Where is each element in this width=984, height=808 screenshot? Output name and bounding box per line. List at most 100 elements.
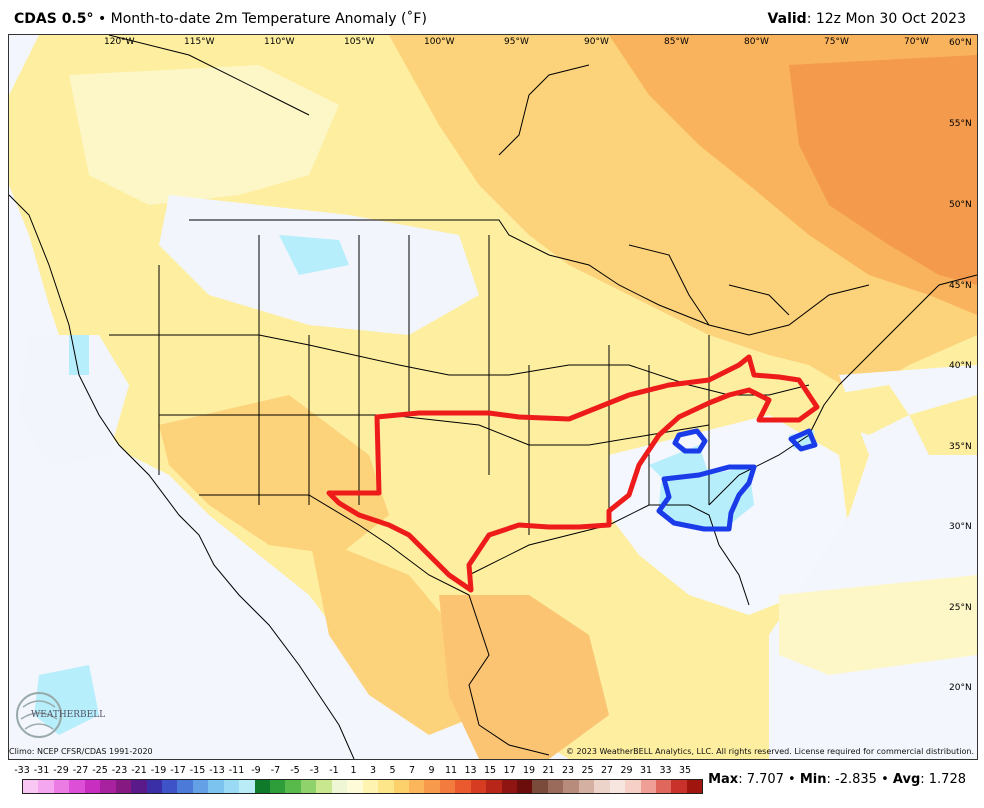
scale-label: -29 [53, 765, 69, 776]
warm-region-outline [326, 354, 820, 593]
scale-swatch [532, 780, 548, 793]
scale-swatch [131, 780, 147, 793]
lat-label: 50°N [949, 200, 972, 210]
map-title: CDAS 0.5° • Month-to-date 2m Temperature… [14, 11, 427, 27]
scale-swatch [161, 780, 178, 793]
scale-swatch [578, 780, 595, 793]
scale-label: -1 [329, 765, 339, 776]
field-stats: Max: 7.707 • Min: -2.835 • Avg: 1.728 [708, 772, 966, 787]
lon-label: 85°W [664, 37, 689, 47]
valid-time: Valid: 12z Mon 30 Oct 2023 [768, 11, 966, 27]
max-label: Max [708, 772, 739, 787]
scale-swatch [393, 780, 409, 793]
scale-swatch [192, 780, 209, 793]
scale-swatch [23, 780, 39, 793]
scale-label: -21 [131, 765, 147, 776]
longitude-labels: 120°W 115°W 110°W 105°W 100°W 95°W 90°W … [104, 37, 929, 47]
scale-label: 1 [350, 765, 357, 776]
avg-value: : 1.728 [920, 772, 966, 787]
logo-text: WEATHERBELL [31, 710, 105, 720]
scale-label: -31 [33, 765, 50, 776]
scale-label: 31 [639, 765, 653, 776]
scale-swatch [470, 780, 487, 793]
scale-swatch [378, 780, 394, 793]
cool-region-outline-1 [672, 428, 708, 454]
scale-swatch [146, 780, 162, 793]
scale-swatch [177, 780, 193, 793]
scale-swatch [455, 780, 471, 793]
scale-swatch [53, 780, 70, 793]
scale-label: -15 [189, 765, 206, 776]
scale-swatch [300, 780, 317, 793]
scale-label: -27 [72, 765, 89, 776]
scale-label: 13 [464, 765, 477, 776]
scale-label: 17 [503, 765, 516, 776]
lat-label: 55°N [949, 119, 972, 129]
lon-label: 110°W [264, 37, 295, 47]
scale-label: 25 [581, 765, 594, 776]
scale-swatch [439, 780, 456, 793]
latitude-labels: 60°N 55°N 50°N 45°N 40°N 35°N 30°N 25°N … [949, 38, 972, 693]
scale-label: 33 [659, 765, 672, 776]
scale-swatch [362, 780, 379, 793]
scale-label: -13 [209, 765, 225, 776]
valid-label: Valid [767, 11, 807, 27]
scale-swatch [609, 780, 626, 793]
scale-swatch [517, 780, 533, 793]
lat-label: 20°N [949, 683, 972, 693]
scale-swatch [100, 780, 116, 793]
scale-swatch [331, 780, 348, 793]
anomaly-map: 120°W 115°W 110°W 105°W 100°W 95°W 90°W … [8, 34, 978, 760]
scale-label: 11 [444, 765, 458, 776]
scale-swatch [316, 780, 332, 793]
scale-label: 15 [483, 765, 497, 776]
scale-label: -7 [270, 765, 281, 776]
scale-label: 9 [428, 765, 435, 776]
scale-label: -11 [228, 765, 245, 776]
scale-swatch [223, 780, 240, 793]
lon-label: 120°W [104, 37, 135, 47]
lon-label: 105°W [344, 37, 375, 47]
scale-swatch [594, 780, 610, 793]
cool-region-outline-3 [788, 428, 818, 452]
header-bar: CDAS 0.5° • Month-to-date 2m Temperature… [0, 0, 984, 34]
lon-label: 70°W [904, 37, 929, 47]
scale-label: -23 [111, 765, 128, 776]
scale-swatch [686, 780, 703, 793]
climo-note: Climo: NCEP CFSR/CDAS 1991-2020 [9, 747, 153, 756]
scale-label: -33 [14, 765, 30, 776]
valid-value: : 12z Mon 30 Oct 2023 [806, 11, 966, 27]
scale-label: 23 [561, 765, 575, 776]
lat-label: 45°N [949, 281, 972, 291]
degree-symbol: ° [86, 11, 94, 27]
scale-label: -5 [290, 765, 300, 776]
lon-label: 100°W [424, 37, 455, 47]
scale-swatch [547, 780, 564, 793]
lat-label: 30°N [949, 522, 972, 532]
min-label: Min [799, 772, 827, 787]
scale-swatch [563, 780, 579, 793]
max-value: : 7.707 • [738, 772, 800, 787]
map-svg: 120°W 115°W 110°W 105°W 100°W 95°W 90°W … [9, 35, 977, 759]
lat-label: 25°N [949, 603, 972, 613]
lat-label: 40°N [949, 361, 972, 371]
scale-swatch [38, 780, 54, 793]
color-scale-bar [22, 779, 703, 794]
lat-label: 35°N [949, 442, 972, 452]
lon-label: 90°W [584, 37, 609, 47]
lon-label: 80°W [744, 37, 769, 47]
scale-label: 19 [522, 765, 536, 776]
color-scale-labels: -33 -31 -29 -27 -25 -23 -21 -19 -17 -15 -13 -11 -9 -7… [14, 765, 714, 777]
scale-swatch [239, 780, 255, 793]
scale-label: -3 [309, 765, 320, 776]
scale-label: 27 [600, 765, 614, 776]
cool-region-outline-2 [656, 464, 757, 532]
scale-label: 3 [369, 765, 377, 776]
scale-swatch [115, 780, 132, 793]
scale-label: -25 [92, 765, 108, 776]
scale-label: -9 [251, 765, 261, 776]
scale-swatch [254, 780, 270, 793]
model-name: CDAS 0.5 [14, 11, 87, 27]
avg-label: Avg [892, 772, 921, 787]
scale-label: 5 [389, 765, 396, 776]
